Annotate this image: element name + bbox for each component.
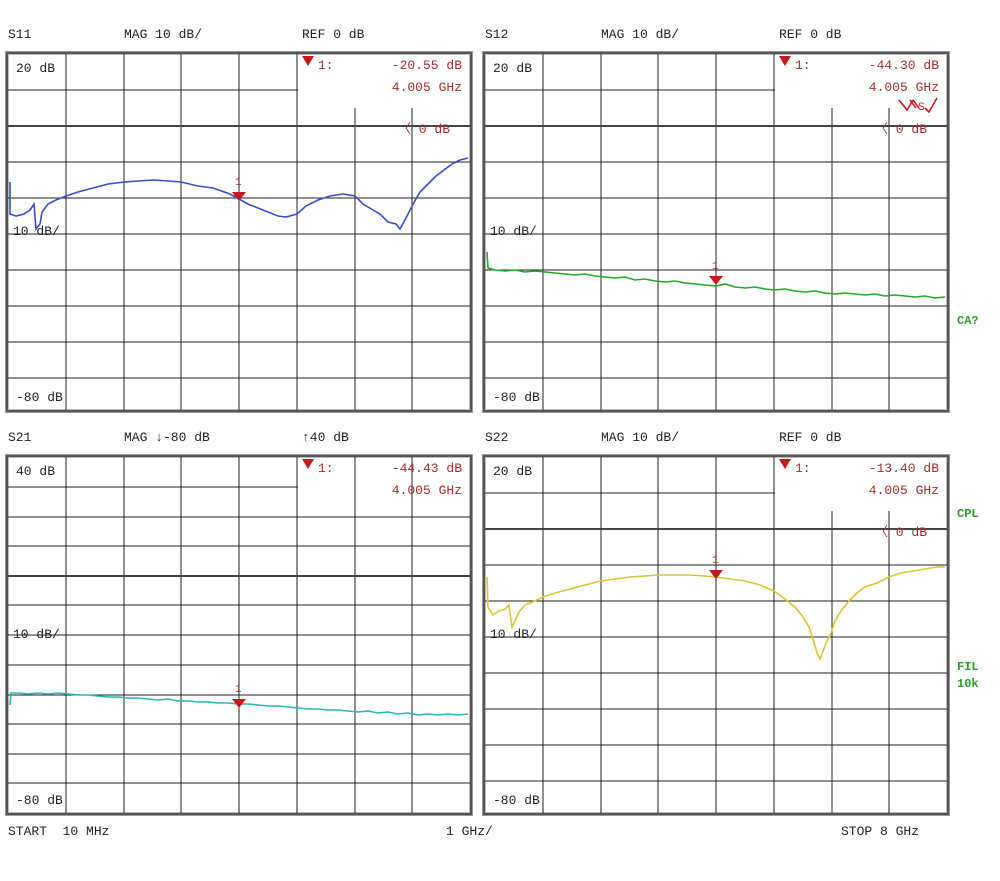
s22-graph: 1 [485, 457, 947, 813]
s12-ref-label: REF 0 dB [779, 27, 842, 42]
s21-marker-freq: 4.005 GHz [391, 483, 462, 498]
s21-marker-index: 1: [318, 461, 334, 476]
s12-plot: 1 S 20 dB 10 dB/ -80 dB 1: -44.30 dB 4.0… [483, 52, 949, 412]
s22-ref-label: REF 0 dB [779, 430, 842, 445]
s22-marker-freq: 4.005 GHz [868, 483, 939, 498]
s22-ref-marker: 〈 0 dB [874, 525, 927, 540]
svg-text:1: 1 [712, 555, 719, 567]
s21-graph: 1 [8, 457, 470, 813]
s21-scale-label: MAG ↓-80 dB [124, 430, 210, 445]
s11-marker-index: 1: [318, 58, 334, 73]
s11-marker-value: -20.55 dB [391, 58, 462, 73]
s12-div-label: 10 dB/ [490, 224, 537, 239]
s12-param-label: S12 [485, 27, 509, 42]
stop-frequency-label: STOP 8 GHz [841, 824, 920, 839]
s11-div-label: 10 dB/ [13, 224, 60, 239]
s11-ref-label: REF 0 dB [302, 27, 365, 42]
s12-top-scale-label: 20 dB [493, 61, 533, 76]
svg-text:1: 1 [235, 177, 242, 189]
s21-param-label: S21 [8, 430, 32, 445]
s11-param-label: S11 [8, 27, 32, 42]
s21-marker-value: -44.43 dB [391, 461, 462, 476]
s11-ref-marker: 〈 0 dB [397, 122, 450, 137]
s11-plot: 1 20 dB 10 dB/ -80 dB 1: -20.55 dB 4.005… [6, 52, 472, 412]
svg-text:1: 1 [712, 261, 719, 273]
s11-scale-label: MAG 10 dB/ [124, 27, 203, 42]
s22-scale-label: MAG 10 dB/ [601, 430, 680, 445]
s22-param-label: S22 [485, 430, 509, 445]
s22-top-scale-label: 20 dB [493, 464, 533, 479]
s22-marker-value: -13.40 dB [868, 461, 939, 476]
s12-graph: 1 S [485, 54, 947, 410]
start-frequency-label: START 10 MHz [8, 824, 110, 839]
s12-marker-value: -44.30 dB [868, 58, 939, 73]
s11-marker-freq: 4.005 GHz [391, 80, 462, 95]
s22-div-label: 10 dB/ [490, 627, 537, 642]
s22-marker-index: 1: [795, 461, 811, 476]
cal-status-label: CA? [957, 314, 979, 328]
coupled-status-label: CPL [957, 507, 979, 521]
s21-plot: 1 40 dB 10 dB/ -80 dB 1: -44.43 dB 4.005… [6, 455, 472, 815]
s21-bottom-scale-label: -80 dB [16, 793, 63, 808]
s11-graph: 1 [8, 54, 470, 410]
s12-marker-freq: 4.005 GHz [868, 80, 939, 95]
svg-text:S: S [918, 102, 925, 114]
s12-marker-index: 1: [795, 58, 811, 73]
s11-bottom-scale-label: -80 dB [16, 390, 63, 405]
svg-text:1: 1 [235, 684, 242, 696]
s21-top-scale-label: 40 dB [16, 464, 56, 479]
s22-bottom-scale-label: -80 dB [493, 793, 540, 808]
span-per-division-label: 1 GHz/ [446, 824, 493, 839]
s21-ref-label: ↑40 dB [302, 430, 349, 445]
s12-ref-marker: 〈 0 dB [874, 122, 927, 137]
filter-status-label: FIL [957, 660, 979, 674]
s22-plot: 1 20 dB 10 dB/ -80 dB 1: -13.40 dB 4.005… [483, 455, 949, 815]
filter-bandwidth-label: 10k [957, 677, 979, 691]
s21-div-label: 10 dB/ [13, 627, 60, 642]
s11-top-scale-label: 20 dB [16, 61, 56, 76]
s12-trace-icon: S [898, 97, 938, 114]
s12-scale-label: MAG 10 dB/ [601, 27, 680, 42]
s12-bottom-scale-label: -80 dB [493, 390, 540, 405]
